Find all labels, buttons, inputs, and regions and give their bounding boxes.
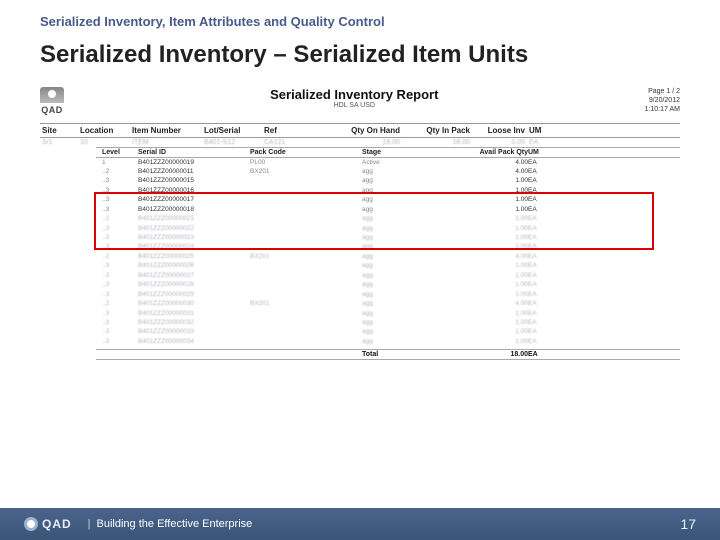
sum-qip: 18.00: [402, 139, 472, 146]
report-meta: Page 1 / 2 9/20/2012 1:10:17 AM: [645, 87, 680, 114]
page-title: Serialized Inventory – Serialized Item U…: [0, 37, 720, 87]
footer-bar: QAD | Building the Effective Enterprise …: [0, 508, 720, 540]
table-row: ..3B401ZZZ00000031agg1.00EA: [96, 309, 680, 318]
sub-rows: 1B401ZZZ00000019PL00Active4.00EA..2B401Z…: [96, 158, 680, 347]
arch-icon: [24, 517, 38, 531]
table-row: ..3B401ZZZ00000027agg1.00EA: [96, 271, 680, 280]
col-location: Location: [78, 126, 130, 135]
sub-table: Level Serial ID Pack Code Stage Avail Pa…: [96, 147, 680, 360]
footer-divider: |: [88, 518, 91, 530]
sub-col-pack: Pack Code: [250, 149, 362, 156]
table-row: ..3B401ZZZ00000029agg1.00EA: [96, 290, 680, 299]
table-row: ..2B401ZZZ00000011BX201agg4.00EA: [96, 167, 680, 176]
footer-logo: QAD: [24, 517, 72, 531]
table-row: ..3B401ZZZ00000033agg1.00EA: [96, 328, 680, 337]
meta-page: Page 1 / 2: [645, 87, 680, 96]
col-item: Item Number: [130, 126, 202, 135]
logo-text: QAD: [41, 105, 63, 115]
sum-site: S/1: [40, 139, 78, 146]
qad-logo: QAD: [40, 87, 64, 115]
col-lot: Lot/Serial: [202, 126, 262, 135]
report-subtitle: HDL SA USD: [64, 102, 645, 109]
table-row: ..3B401ZZZ00000017agg1.00EA: [96, 196, 680, 205]
footer-text: Building the Effective Enterprise: [97, 518, 253, 530]
table-row: ..3B401ZZZ00000016agg1.00EA: [96, 186, 680, 195]
summary-row: S/1 10 ITEM B401-S12 CA121 18.00 18.00 0…: [40, 138, 680, 147]
total-um: EA: [528, 351, 554, 358]
meta-time: 1:10:17 AM: [645, 105, 680, 114]
sum-qoh: 18.00: [332, 139, 402, 146]
breadcrumb: Serialized Inventory, Item Attributes an…: [0, 0, 720, 37]
page-number: 17: [680, 516, 696, 532]
table-row: ..3B401ZZZ00000028agg1.00EA: [96, 281, 680, 290]
table-row: ..3B401ZZZ00000026agg1.00EA: [96, 262, 680, 271]
col-site: Site: [40, 126, 78, 135]
sub-col-level: Level: [96, 149, 138, 156]
col-loose: Loose Inv: [472, 126, 527, 135]
sub-col-serial: Serial ID: [138, 149, 250, 156]
table-row: ..2B401ZZZ00000021agg1.00EA: [96, 215, 680, 224]
table-row: ..3B401ZZZ00000018agg1.00EA: [96, 205, 680, 214]
arch-icon: [40, 87, 64, 103]
table-row: ..3B401ZZZ00000034agg1.00EA: [96, 337, 680, 346]
total-row: Total 18.00 EA: [96, 349, 680, 360]
table-row: ..3B401ZZZ00000022agg1.00EA: [96, 224, 680, 233]
sum-loose: 0.00: [472, 139, 527, 146]
col-ref: Ref: [262, 126, 332, 135]
col-qoh: Qty On Hand: [332, 126, 402, 135]
sub-col-stage: Stage: [362, 149, 470, 156]
sum-item: ITEM: [130, 139, 202, 146]
sub-col-um: UM: [528, 149, 554, 156]
report-area: QAD Serialized Inventory Report HDL SA U…: [40, 87, 680, 360]
sub-col-avail: Avail Pack Qty: [470, 149, 528, 156]
column-header-row: Site Location Item Number Lot/Serial Ref…: [40, 123, 680, 138]
sum-loc: 10: [78, 139, 130, 146]
total-label: Total: [362, 351, 470, 358]
table-row: ..3B401ZZZ00000023agg1.00EA: [96, 234, 680, 243]
sum-um: EA: [527, 139, 555, 146]
table-row: ..3B401ZZZ00000015agg1.00EA: [96, 177, 680, 186]
report-title: Serialized Inventory Report: [64, 87, 645, 102]
sub-header-row: Level Serial ID Pack Code Stage Avail Pa…: [96, 147, 680, 158]
footer-logo-text: QAD: [42, 517, 72, 531]
table-row: ..2B401ZZZ00000025BX201agg4.00EA: [96, 252, 680, 261]
table-row: ..2B401ZZZ00000030BX201agg4.00EA: [96, 300, 680, 309]
total-avail: 18.00: [470, 351, 528, 358]
table-row: ..3B401ZZZ00000024agg1.00EA: [96, 243, 680, 252]
sum-lot: B401-S12: [202, 139, 262, 146]
col-qip: Qty In Pack: [402, 126, 472, 135]
sum-ref: CA121: [262, 139, 332, 146]
col-um: UM: [527, 126, 555, 135]
meta-date: 9/20/2012: [645, 96, 680, 105]
table-row: 1B401ZZZ00000019PL00Active4.00EA: [96, 158, 680, 167]
table-row: ..3B401ZZZ00000032agg1.00EA: [96, 318, 680, 327]
